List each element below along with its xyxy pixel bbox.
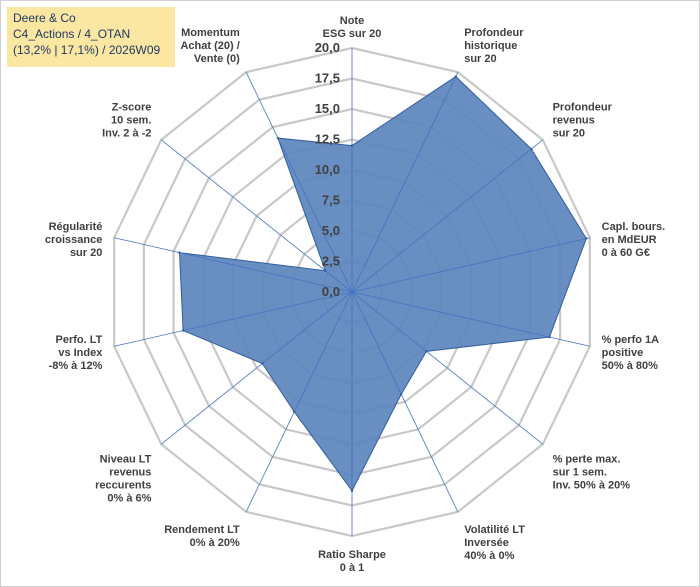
tick-label-4: 10,0 [315,162,340,177]
axis-label-2: Profondeur revenus sur 20 [553,102,613,140]
tick-label-5: 12,5 [315,132,340,147]
data-point-8 [293,410,296,414]
axis-label-8-line-1: 0% à 20% [190,537,240,549]
axis-label-3-line-2: 0 à 60 G€ [602,247,650,259]
axis-label-1: Profondeur historique sur 20 [464,27,524,65]
tick-label-7: 17,5 [315,71,340,86]
axis-label-10-line-2: -8% à 12% [49,360,103,372]
axis-label-9-line-0: Niveau LT [100,453,152,465]
axis-label-3: Capl. bours. en MdEUR 0 à 60 G€ [602,221,666,259]
chart-title: Deere & Co [13,11,76,25]
data-series-area [179,75,587,492]
axis-label-6-line-2: 40% à 0% [464,550,514,562]
axis-label-11: Régularité croissance sur 20 [45,221,102,259]
axis-label-9-line-1: revenus [109,466,151,478]
axis-label-12: Z-score 10 sem. Inv. 2 à -2 [102,102,151,140]
tick-label-1: 2,5 [322,254,340,269]
data-point-11 [178,251,181,254]
data-point-13 [276,136,280,140]
axis-label-0: Note ESG sur 20 [323,15,382,40]
axis-label-9-line-3: 0% à 6% [107,492,151,504]
tick-label-8: 20,0 [315,40,340,55]
axis-label-13-line-0: Momentum [181,27,240,39]
axis-label-7-line-1: 0 à 1 [340,562,364,574]
axis-label-9: Niveau LT revenus reccurents 0% à 6% [95,453,152,504]
tick-label-2: 5,0 [322,223,340,238]
data-point-4 [548,335,551,339]
axis-label-12-line-2: Inv. 2 à -2 [102,128,151,140]
data-point-6 [400,393,403,396]
axis-label-11-line-0: Régularité [49,221,103,233]
axis-label-3-line-0: Capl. bours. [602,221,666,233]
axis-label-12-line-0: Z-score [112,102,152,114]
axis-label-3-line-1: en MdEUR [602,234,657,246]
data-point-2 [530,147,533,151]
axis-label-10: Perfo. LT vs Index -8% à 12% [49,334,104,372]
axis-label-5-line-1: sur 1 sem. [553,466,607,478]
axis-label-10-line-0: Perfo. LT [56,334,103,346]
axis-spoke-1 [351,71,459,293]
axis-label-13: Momentum Achat (20) / Vente (0) [180,27,240,65]
axis-label-11-line-2: sur 20 [70,247,102,259]
axis-label-7: Ratio Sharpe 0 à 1 [318,549,386,574]
axis-spoke-12 [160,139,353,293]
axis-spoke-5 [351,291,544,445]
data-point-10 [181,329,185,332]
axis-spoke-11 [114,237,353,293]
axis-spoke-10 [114,291,353,347]
axis-label-5: % perte max. sur 1 sem. Inv. 50% à 20% [553,453,631,491]
axis-label-13-line-2: Vente (0) [194,53,240,65]
axis-spoke-2 [351,139,544,293]
data-point-0 [350,144,354,147]
data-point-3 [585,237,588,240]
axis-label-12-line-1: 10 sem. [111,115,151,127]
axis-label-2-line-0: Profondeur [553,102,613,114]
axis-label-4: % perfo 1A positive 50% à 80% [602,334,660,372]
axis-label-11-line-1: croissance [45,234,102,246]
chart-period: (13,2% | 17,1%) / 2026W09 [13,43,161,57]
chart-subtitle: C4_Actions / 4_OTAN [13,27,131,41]
axis-label-5-line-0: % perte max. [553,453,621,465]
tick-label-0: 0,0 [322,284,340,299]
axis-label-0-line-0: Note [340,15,364,27]
axis-label-2-line-2: sur 20 [553,128,585,140]
tick-label-3: 7,5 [322,193,340,208]
axis-label-9-line-2: reccurents [95,479,151,491]
axis-spoke-6 [351,291,459,513]
data-point-5 [425,350,428,353]
data-point-12 [324,269,327,272]
axis-spoke-8 [245,291,353,513]
axis-label-8-line-0: Rendement LT [164,524,240,536]
axis-label-4-line-2: 50% à 80% [602,360,658,372]
axis-label-7-line-0: Ratio Sharpe [318,549,386,561]
axis-label-1-line-1: historique [464,40,517,52]
tick-label-6: 15,0 [315,101,340,116]
axis-label-13-line-1: Achat (20) / [180,40,239,52]
axis-label-1-line-0: Profondeur [464,27,524,39]
axis-label-5-line-2: Inv. 50% à 20% [553,479,631,491]
axis-label-8: Rendement LT 0% à 20% [164,524,240,549]
axis-label-4-line-0: % perfo 1A [602,334,660,346]
axis-label-4-line-1: positive [602,347,644,359]
axis-label-6-line-1: Inversée [464,537,509,549]
axis-spoke-3 [351,237,590,293]
axis-label-6: Volatilité LT Inversée 40% à 0% [464,524,525,562]
axis-spoke-13 [245,71,353,293]
axis-label-1-line-2: sur 20 [464,53,496,65]
axis-label-2-line-1: revenus [553,115,595,127]
axis-label-10-line-1: vs Index [58,347,103,359]
axis-label-0-line-1: ESG sur 20 [323,28,382,40]
axis-spoke-9 [160,291,353,445]
chart-title-box: Deere & Co C4_Actions / 4_OTAN (13,2% | … [7,7,175,67]
data-point-7 [350,489,354,493]
data-point-9 [261,362,264,365]
axis-label-6-line-0: Volatilité LT [464,524,525,536]
data-point-1 [454,75,457,78]
